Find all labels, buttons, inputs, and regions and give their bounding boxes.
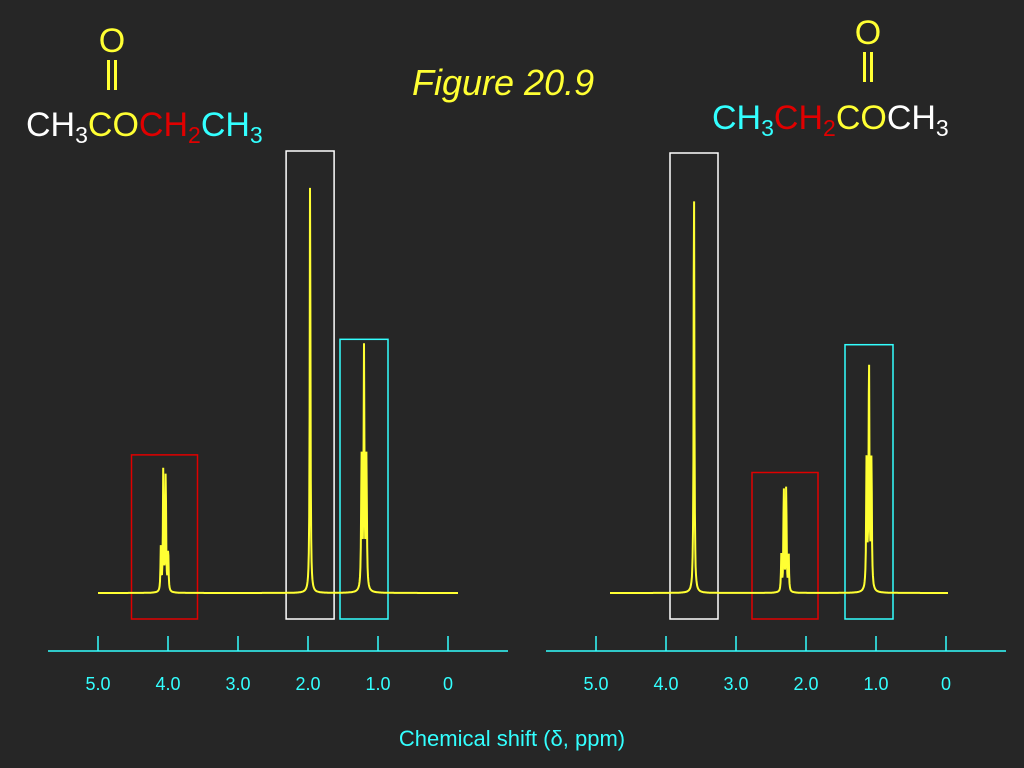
- double-bond-left: [107, 60, 117, 90]
- formula-subscript: 2: [823, 115, 836, 141]
- figure-title: Figure 20.9: [412, 62, 595, 103]
- peak-box: [751, 471, 819, 620]
- x-axis-label: Chemical shift (δ, ppm): [398, 726, 626, 751]
- formula-subscript: 3: [935, 115, 949, 141]
- spectrum-trace: [610, 201, 948, 594]
- formula-subscript: 3: [75, 122, 88, 148]
- x-tick-label: 3.0: [225, 674, 250, 694]
- x-tick-label: 4.0: [653, 674, 678, 694]
- formula-subscript: 2: [188, 122, 201, 148]
- x-tick-label: 1.0: [863, 674, 888, 694]
- x-tick-label: 0: [443, 674, 453, 694]
- x-tick-label: 5.0: [583, 674, 608, 694]
- peak-box: [669, 152, 719, 620]
- spectrum-trace: [98, 187, 458, 594]
- formula-part: CH: [712, 99, 762, 137]
- peak-box: [844, 343, 894, 620]
- x-tick-label: 5.0: [85, 674, 110, 694]
- structure-formula-right: CH3CH2COCH3: [712, 101, 949, 140]
- structure-formula-left: CH3COCH2CH3: [26, 108, 263, 147]
- formula-part: CH: [138, 106, 189, 144]
- carbonyl-oxygen-right: O: [852, 16, 884, 82]
- formula-part: CH: [886, 99, 936, 137]
- formula-part: CH: [26, 106, 76, 144]
- formula-part: CO: [835, 99, 887, 137]
- formula-subscript: 3: [249, 122, 263, 148]
- double-bond-right: [863, 52, 873, 82]
- carbonyl-oxygen-left: O: [96, 24, 128, 90]
- x-tick-label: 0: [941, 674, 951, 694]
- formula-part: CH: [773, 99, 824, 137]
- x-tick-label: 2.0: [295, 674, 320, 694]
- formula-part: CO: [87, 106, 139, 144]
- peak-box: [285, 150, 335, 620]
- x-tick-label: 1.0: [365, 674, 390, 694]
- x-tick-label: 2.0: [793, 674, 818, 694]
- x-tick-label: 3.0: [723, 674, 748, 694]
- formula-subscript: 3: [761, 115, 774, 141]
- x-tick-label: 4.0: [155, 674, 180, 694]
- peak-box: [130, 454, 199, 620]
- peak-box: [339, 338, 389, 620]
- formula-part: CH: [200, 106, 250, 144]
